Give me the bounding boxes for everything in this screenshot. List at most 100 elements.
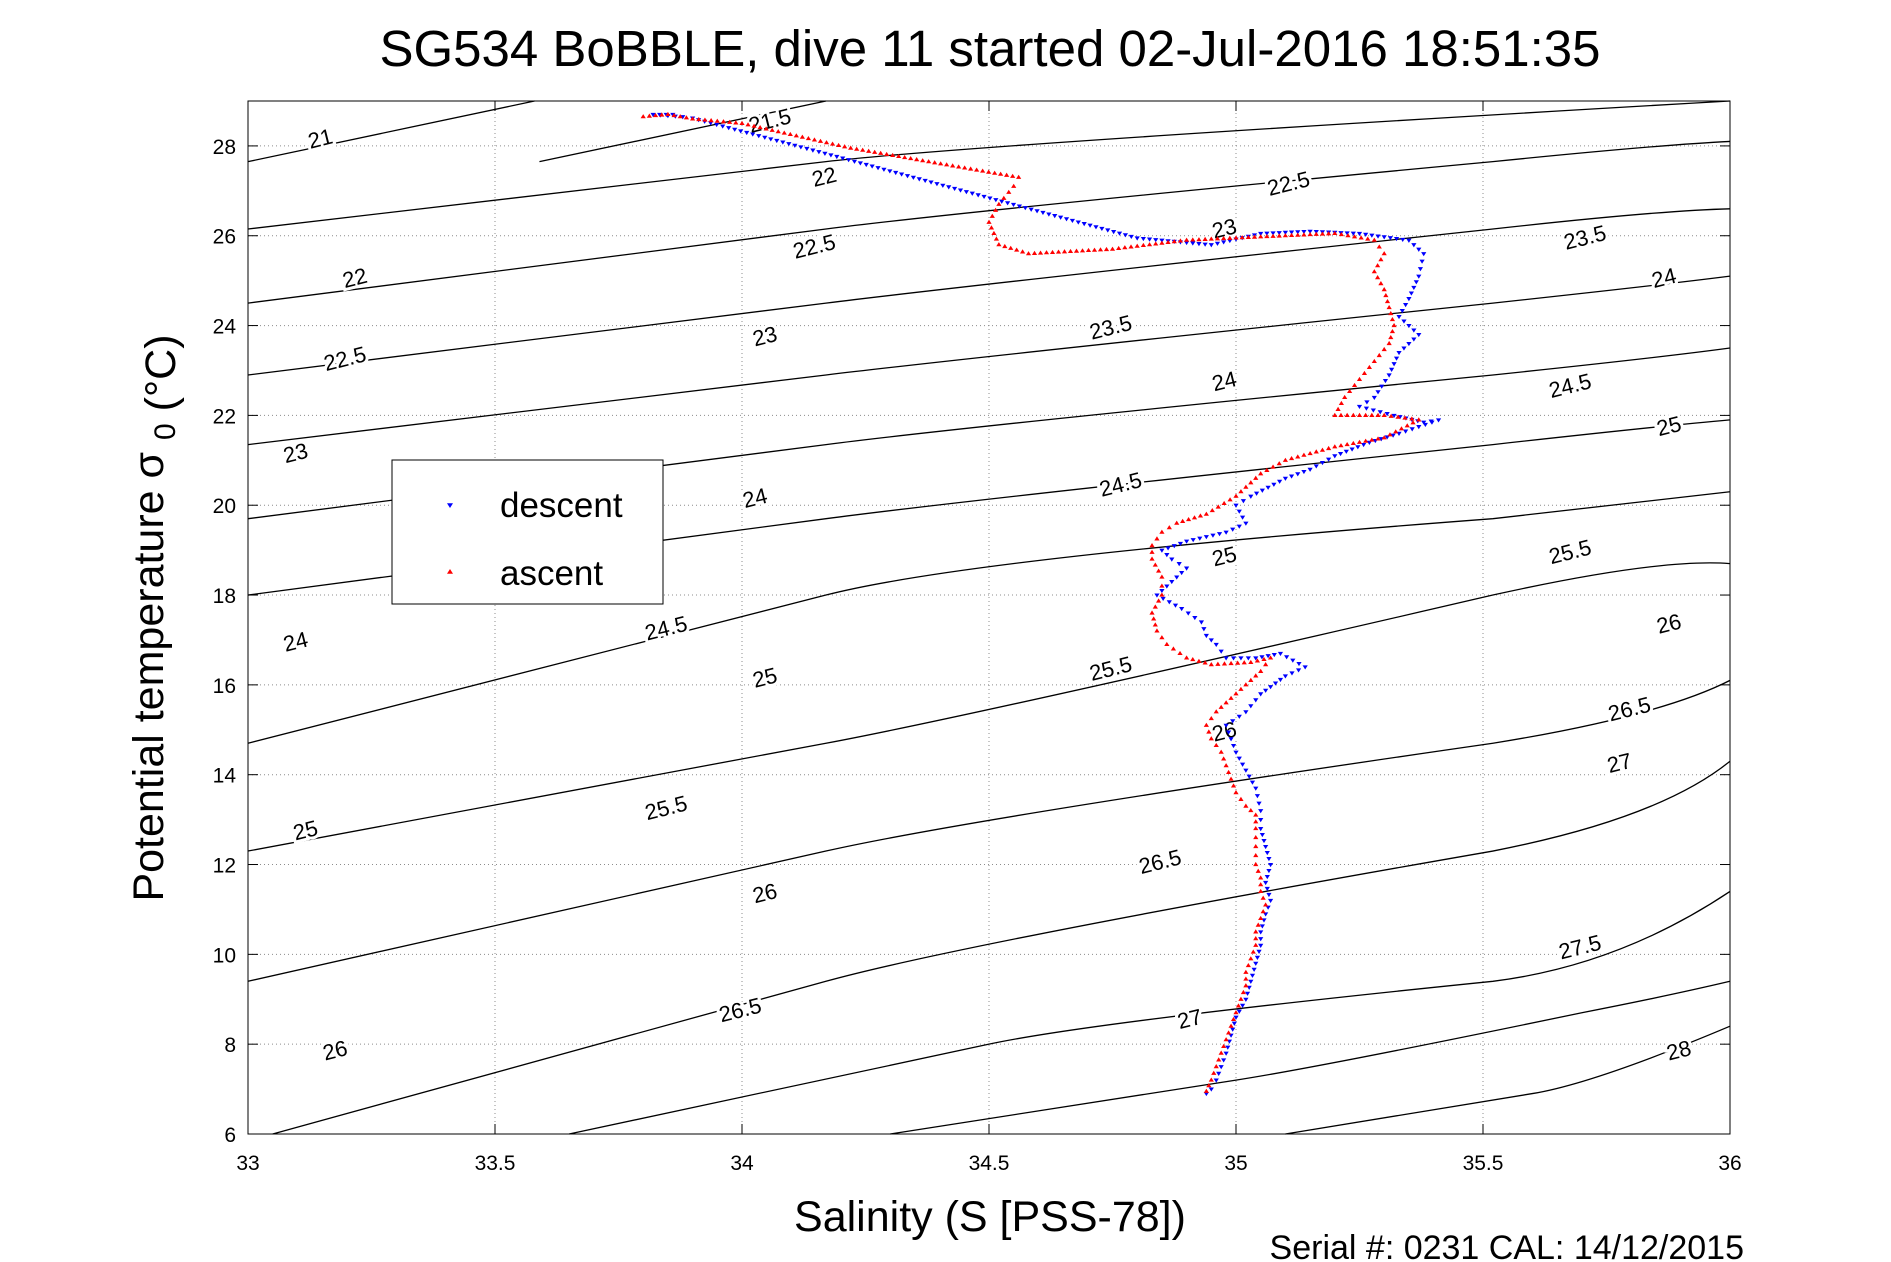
point-ascent [1301,232,1307,237]
point-ascent [1240,989,1247,995]
point-descent [1111,230,1117,235]
point-descent [1264,874,1270,880]
point-ascent [1386,305,1392,310]
point-ascent [1376,352,1382,358]
point-descent [1249,780,1256,785]
point-descent [1375,234,1381,239]
point-ascent [996,201,1002,206]
point-descent [1052,214,1058,219]
point-descent [1243,768,1249,773]
point-descent [1248,704,1254,709]
point-descent [1258,930,1264,935]
point-ascent [998,171,1004,176]
point-descent [1370,408,1376,413]
point-ascent [1295,232,1301,237]
point-descent [1203,633,1209,639]
point-ascent [1019,249,1026,254]
point-descent [1166,600,1172,605]
point-ascent [1369,412,1375,417]
isopycnal-line [247,100,535,163]
point-ascent [1227,497,1233,502]
point-ascent [1031,250,1038,255]
point-ascent [1164,641,1170,647]
point-descent [952,186,958,192]
y-tick-label: 14 [213,765,237,788]
point-descent [1307,229,1313,234]
point-ascent [1159,583,1165,588]
legend-item-ascent: ascent [447,554,603,593]
legend: descent ascent [391,459,664,605]
point-descent [1266,892,1272,898]
point-descent [1271,652,1277,658]
point-descent [1406,297,1412,302]
point-descent [1246,774,1252,779]
point-descent [780,140,786,145]
point-descent [1389,367,1395,372]
point-descent [1276,231,1282,236]
point-descent [1263,688,1269,693]
point-ascent [1223,763,1229,768]
point-descent [1411,285,1417,290]
y-axis-label-symbol: σ [125,452,173,479]
point-descent [1381,235,1387,240]
point-ascent [1381,287,1387,292]
point-ascent [1109,246,1116,251]
point-descent [1258,943,1264,948]
point-ascent [1338,443,1344,448]
point-descent [1243,997,1249,1002]
point-ascent [1344,441,1350,447]
point-descent [1164,584,1170,589]
point-descent [1375,390,1381,395]
point-descent [1277,677,1284,683]
point-descent [1361,443,1367,448]
point-ascent [1213,709,1219,714]
point-ascent [1213,1064,1219,1069]
isopycnal-line [247,679,1731,982]
point-descent [1258,809,1264,814]
point-descent [1393,236,1400,242]
point-descent [1416,274,1422,279]
point-descent [1197,536,1203,541]
point-ascent [1159,529,1165,534]
point-descent [1248,494,1254,499]
series-descent [650,112,1442,1097]
legend-item-descent: descent [447,486,623,525]
point-descent [981,194,987,200]
point-descent [999,199,1005,204]
point-descent [1403,303,1409,308]
point-descent [928,180,934,185]
point-ascent [1307,232,1313,237]
point-descent [1337,452,1344,457]
point-descent [1251,967,1257,972]
point-ascent [1245,962,1251,968]
point-ascent [1159,574,1165,579]
y-tick-label: 24 [213,316,237,339]
point-ascent [1055,249,1062,254]
point-ascent [1356,439,1363,444]
point-descent [1176,562,1182,567]
point-descent [1295,668,1302,673]
point-descent [828,153,834,158]
point-ascent [878,150,884,155]
point-descent [1302,665,1308,670]
point-ascent [1253,825,1259,831]
x-tick-label: 34.5 [969,1152,1010,1175]
point-ascent [890,152,896,158]
point-ascent [1191,515,1198,520]
point-ascent [842,144,848,149]
point-descent [1259,488,1265,493]
point-ascent [683,115,690,120]
point-ascent [914,157,920,162]
point-ascent [1154,536,1160,541]
point-descent [1266,868,1272,874]
point-ascent [1251,234,1258,239]
point-ascent [932,160,938,165]
point-ascent [1365,236,1371,241]
point-ascent [1238,996,1244,1001]
point-descent [1411,328,1417,333]
point-ascent [1253,475,1259,480]
point-ascent [988,225,995,230]
point-descent [1411,243,1417,248]
point-ascent [1235,660,1241,665]
point-ascent [1347,388,1353,393]
